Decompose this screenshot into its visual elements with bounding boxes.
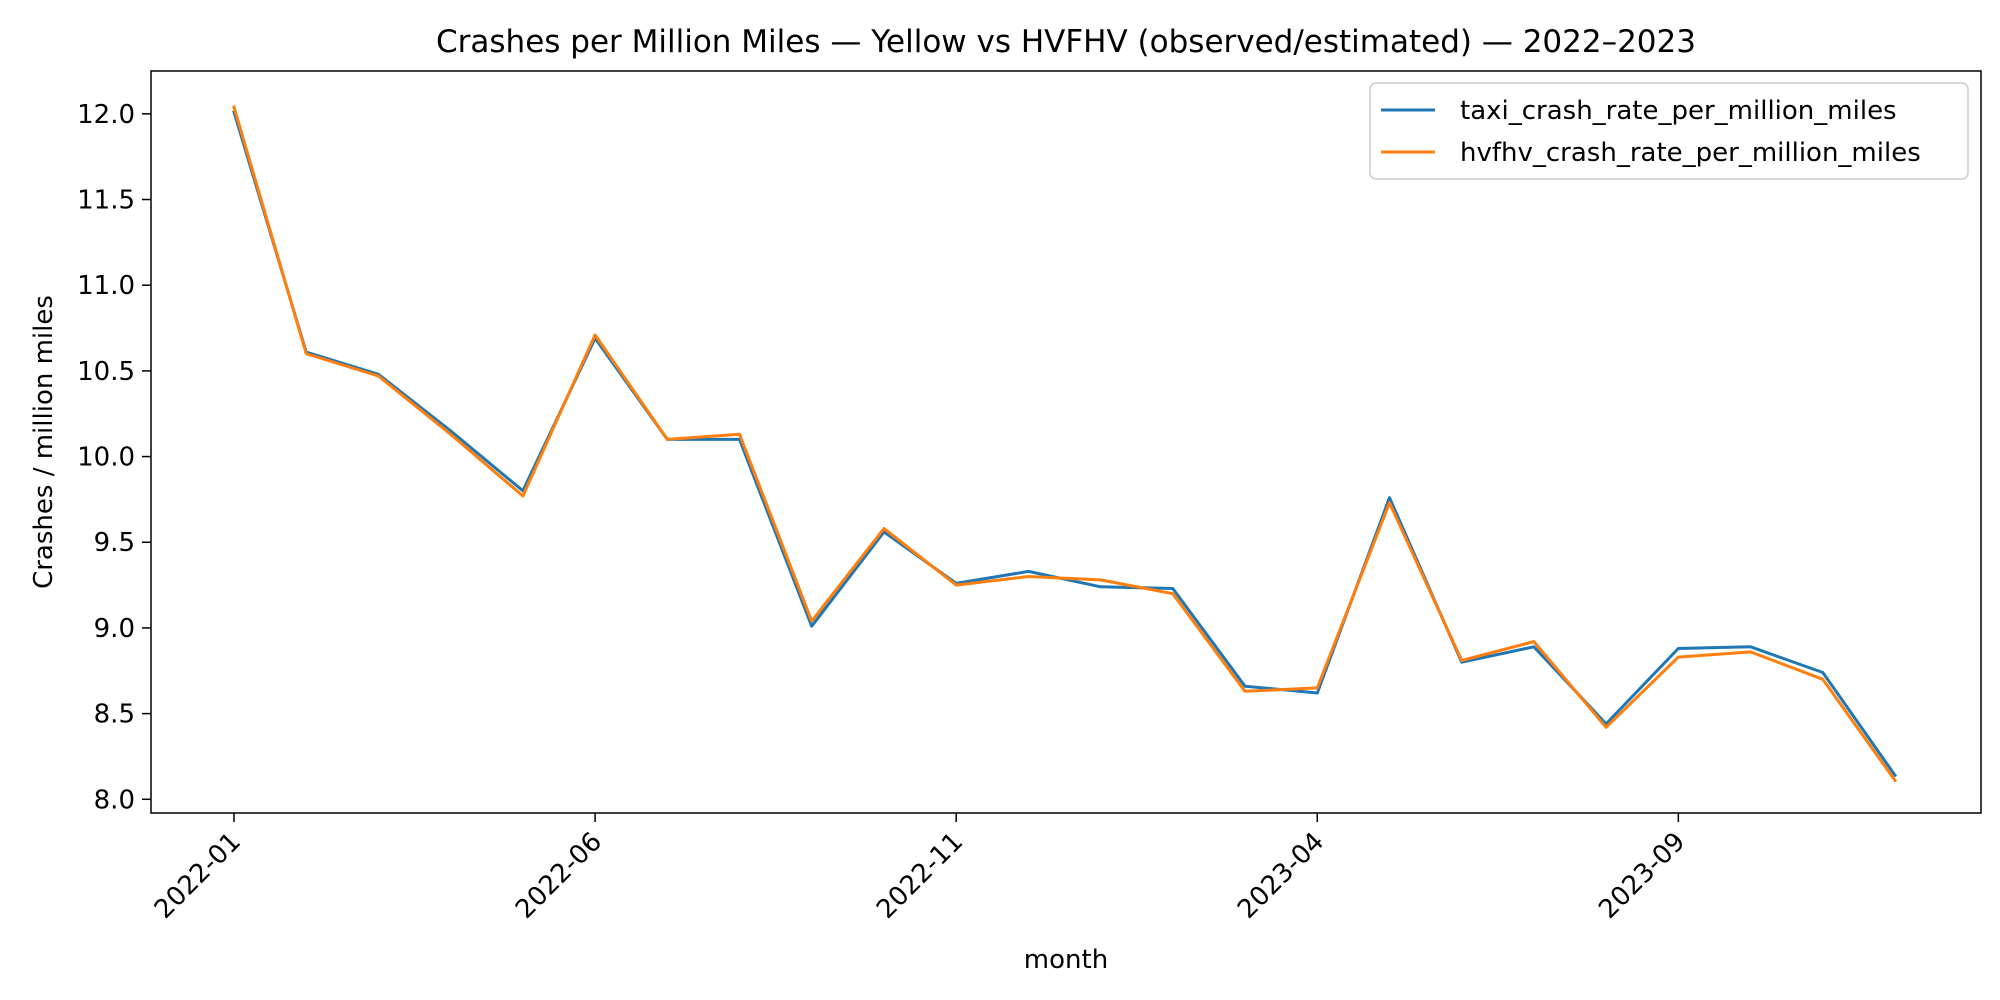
plot-area bbox=[150, 70, 1982, 814]
legend: taxi_crash_rate_per_million_miles hvfhv_c… bbox=[1369, 82, 1969, 180]
x-tick-label: 2022-06 bbox=[510, 827, 608, 925]
y-tick-label: 9.5 bbox=[94, 528, 135, 558]
legend-box bbox=[1369, 82, 1969, 180]
y-tick-label: 10.0 bbox=[77, 443, 135, 473]
y-tick-label: 8.5 bbox=[94, 700, 135, 730]
x-axis: 2022-01 2022-06 2022-11 2023-04 2023-09 bbox=[149, 813, 1691, 925]
y-axis-label: Crashes / million miles bbox=[29, 295, 59, 589]
chart-title: Crashes per Million Miles — Yellow vs HV… bbox=[436, 24, 1696, 60]
series-line-1 bbox=[232, 110, 1898, 778]
legend-label-1: taxi_crash_rate_per_million_miles bbox=[1460, 96, 1897, 126]
x-tick-label: 2022-01 bbox=[149, 827, 247, 925]
x-axis-label: month bbox=[1024, 945, 1108, 975]
y-tick-label: 10.5 bbox=[77, 357, 135, 387]
y-axis: 8.0 8.5 9.0 9.5 10.0 10.5 11.0 11.5 12.0 bbox=[77, 100, 151, 815]
y-tick-label: 11.0 bbox=[77, 271, 135, 301]
series-line-2 bbox=[232, 105, 1898, 783]
x-tick-label: 2023-09 bbox=[1593, 827, 1691, 925]
x-tick-label: 2023-04 bbox=[1232, 827, 1330, 925]
series-layer bbox=[232, 105, 1898, 783]
y-tick-label: 8.0 bbox=[94, 785, 135, 815]
x-tick-label: 2022-11 bbox=[871, 827, 969, 925]
plot-frame bbox=[150, 70, 1982, 814]
y-tick-label: 12.0 bbox=[77, 100, 135, 130]
legend-label-2: hvfhv_crash_rate_per_million_miles bbox=[1460, 138, 1921, 168]
y-tick-label: 9.0 bbox=[94, 614, 135, 644]
y-tick-label: 11.5 bbox=[77, 186, 135, 216]
